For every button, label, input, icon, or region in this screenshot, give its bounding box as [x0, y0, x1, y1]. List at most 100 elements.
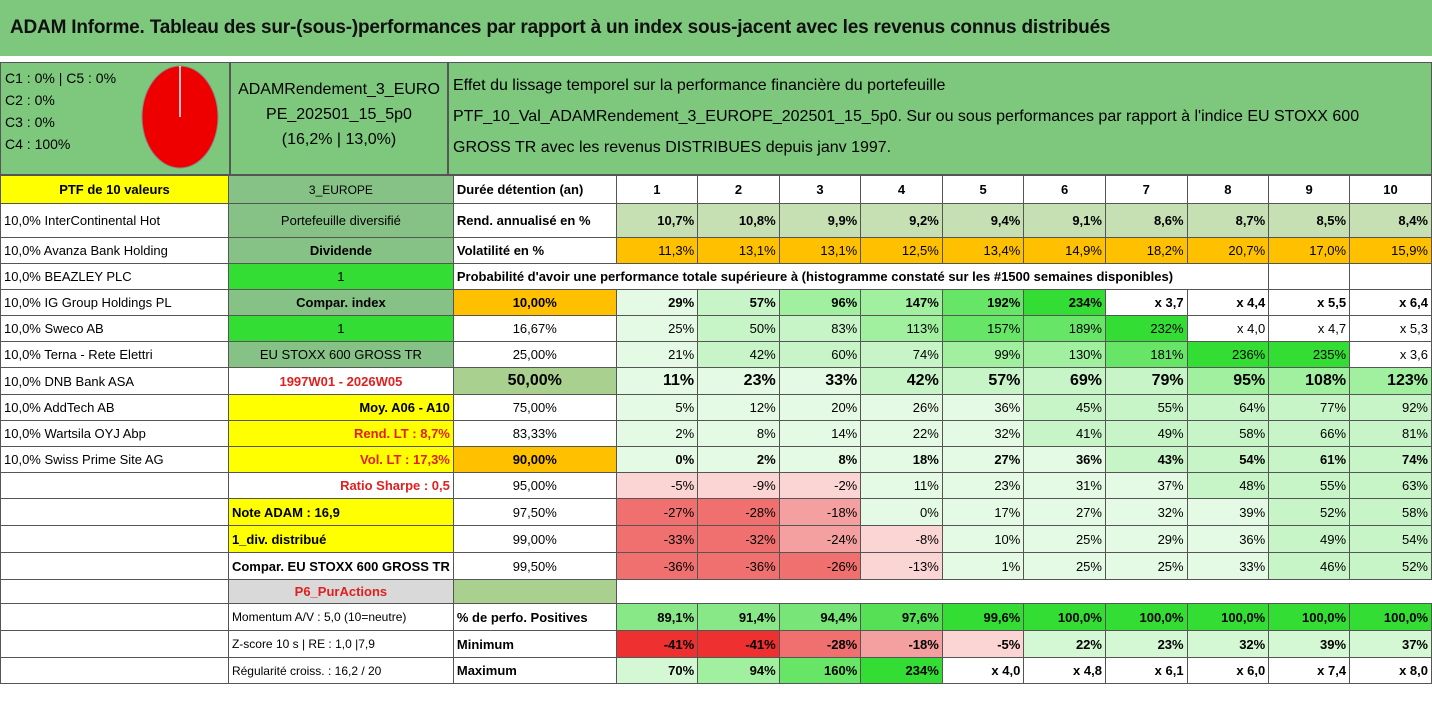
prob-value: 52% [1349, 552, 1432, 580]
prob-threshold: 16,67% [452, 315, 617, 342]
prob-value: 43% [1104, 446, 1188, 473]
empty-cell [0, 630, 229, 658]
year-header: 10 [1349, 175, 1432, 204]
prob-value: 69% [1023, 367, 1106, 395]
portfolio-name-box: ADAMRendement_3_EURO PE_202501_15_5p0 (1… [230, 62, 448, 175]
prob-value: x 5,5 [1268, 289, 1351, 316]
vol-value: 18,2% [1104, 237, 1188, 264]
rend-value: 8,5% [1268, 203, 1351, 238]
prob-value: 17% [941, 498, 1025, 526]
pos-value: 100,0% [1186, 603, 1270, 631]
prob-value: -9% [697, 472, 780, 499]
empty-cell [779, 579, 861, 604]
vol-value: 13,1% [697, 237, 780, 264]
year-header: 8 [1186, 175, 1270, 204]
vol-value: 12,5% [860, 237, 943, 264]
empty-cell [0, 472, 229, 499]
holding-item: 10,0% IG Group Holdings PL [0, 289, 229, 316]
prob-value: 2% [697, 446, 780, 473]
prob-value: 8% [778, 446, 862, 473]
prob-value: -36% [697, 552, 780, 580]
prob-value: 0% [860, 498, 943, 526]
prob-value: 45% [1023, 394, 1106, 421]
max-value: x 6,0 [1186, 657, 1270, 684]
prob-value: 235% [1268, 341, 1351, 368]
pos-value: 89,1% [615, 603, 699, 631]
pos-value: 94,4% [778, 603, 862, 631]
prob-value: 192% [941, 289, 1025, 316]
prob-threshold: 83,33% [452, 420, 617, 447]
description-line2: PTF_10_Val_ADAMRendement_3_EUROPE_202501… [453, 108, 1360, 125]
min-value: -41% [697, 630, 780, 658]
table-row: P6_PurActions [0, 579, 1432, 604]
prob-value: 25% [1104, 552, 1188, 580]
rend-value: 8,4% [1349, 203, 1432, 238]
prob-value: 147% [860, 289, 943, 316]
empty-cell [860, 579, 943, 604]
table-row: 10,0% BEAZLEY PLC 1 Probabilité d'avoir un… [0, 263, 1432, 290]
prob-value: 236% [1186, 341, 1270, 368]
prob-value: 81% [1349, 420, 1432, 447]
param-item: Vol. LT : 17,3% [227, 446, 454, 473]
pos-value: 100,0% [1349, 603, 1432, 631]
empty-cell [1105, 579, 1188, 604]
prob-value: 20% [778, 394, 862, 421]
prob-value: 232% [1104, 315, 1188, 342]
holding-item: 10,0% Avanza Bank Holding [0, 237, 229, 264]
report-title-bar: ADAM Informe. Tableau des sur-(sous-)per… [0, 0, 1432, 59]
prob-value: 108% [1268, 367, 1351, 395]
prob-value: 1% [941, 552, 1025, 580]
prob-value: -28% [697, 498, 780, 526]
vol-value: 15,9% [1349, 237, 1432, 264]
param-item: Z-score 10 s | RE : 1,0 |7,9 [227, 630, 454, 658]
prob-value: 29% [1104, 525, 1188, 553]
prob-value: 21% [615, 341, 699, 368]
max-label: Maximum [452, 657, 617, 684]
prob-value: 123% [1349, 367, 1432, 395]
prob-threshold: 25,00% [452, 341, 617, 368]
prob-value: 25% [615, 315, 699, 342]
year-header: 1 [615, 175, 699, 204]
pos-value: 99,6% [941, 603, 1025, 631]
table-row: Momentum A/V : 5,0 (10=neutre)% de perfo… [0, 603, 1432, 631]
prob-value: 60% [778, 341, 862, 368]
param-item: Rend. LT : 8,7% [227, 420, 454, 447]
param-item: Régularité croiss. : 16,2 / 20 [227, 657, 454, 684]
rend-value: 8,6% [1104, 203, 1188, 238]
empty-cell [1268, 263, 1351, 290]
prob-value: -18% [778, 498, 862, 526]
duration-label: Durée détention (an) [452, 175, 617, 204]
empty-cell [1349, 263, 1432, 290]
prob-value: 64% [1186, 394, 1270, 421]
legend-c3: C3 : 0% [5, 114, 55, 130]
vol-label: Volatilité en % [452, 237, 617, 264]
prob-value: 5% [615, 394, 699, 421]
param-item: 1_div. distribué [227, 525, 454, 553]
prob-value: 23% [941, 472, 1025, 499]
param-item: EU STOXX 600 GROSS TR [227, 341, 454, 368]
min-value: 23% [1104, 630, 1188, 658]
table-row: 10,0% InterContinental Hot Portefeuille d… [0, 203, 1432, 238]
prob-threshold: 10,00% [452, 289, 617, 316]
holding-item: 10,0% BEAZLEY PLC [0, 263, 229, 290]
prob-value: 29% [615, 289, 699, 316]
param-item: 1 [227, 315, 454, 342]
prob-value: 25% [1023, 525, 1106, 553]
prob-value: 58% [1186, 420, 1270, 447]
rend-value: 9,1% [1023, 203, 1106, 238]
table-row: 10,0% DNB Bank ASA 1997W01 - 2026W05 50,00… [0, 367, 1432, 395]
table-row: Z-score 10 s | RE : 1,0 |7,9 Minimum -41% -… [0, 630, 1432, 658]
empty-cell [1023, 579, 1106, 604]
param-item: Ratio Sharpe : 0,5 [227, 472, 454, 499]
prob-value: 74% [1349, 446, 1432, 473]
prob-value: 27% [1023, 498, 1106, 526]
table-row: 10,0% AddTech AB Moy. A06 - A10 75,00% 5% 12… [0, 394, 1432, 421]
prob-value: -8% [860, 525, 943, 553]
prob-value: 48% [1186, 472, 1270, 499]
table-row: Ratio Sharpe : 0,5 95,00% -5% -9% -2% 11% 23% 3… [0, 472, 1432, 499]
param-item: Dividende [227, 237, 454, 264]
param-item: P6_PurActions [227, 579, 454, 604]
prob-value: 14% [778, 420, 862, 447]
vol-value: 13,4% [941, 237, 1025, 264]
pos-label: % de perfo. Positives [452, 603, 617, 631]
